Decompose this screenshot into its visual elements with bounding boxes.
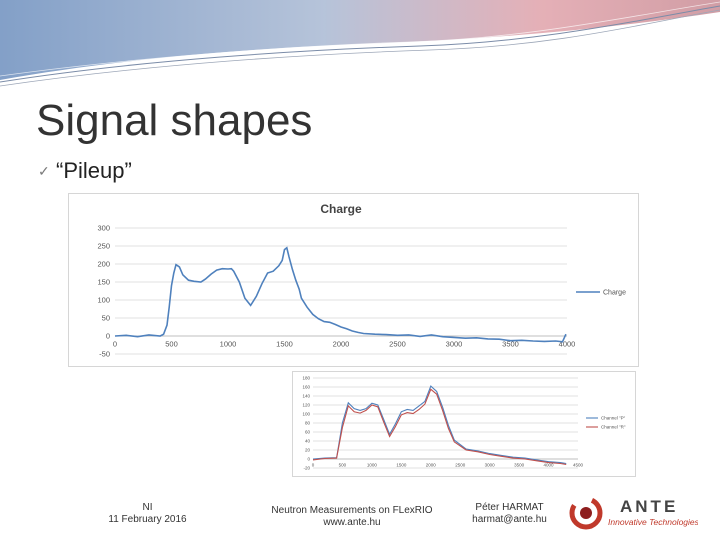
- x-tick-label: 500: [339, 463, 347, 468]
- x-tick-label: 4000: [544, 463, 555, 468]
- footer-website: www.ante.hu: [323, 517, 381, 528]
- x-tick-label: 1500: [276, 340, 293, 349]
- legend-label: Charge: [603, 289, 626, 296]
- channel-comparison-chart: -20 0 20 40 60 80 100 120 140 160 180 0 500 1000 1500 2…: [292, 371, 636, 477]
- legend-label: Channel "P": [601, 416, 626, 421]
- x-tick-label: 3000: [485, 463, 496, 468]
- footer-author: Péter HARMAT: [475, 502, 544, 513]
- series-line: [312, 385, 567, 465]
- series-line: [312, 388, 567, 465]
- x-tick-label: 500: [165, 340, 178, 349]
- x-tick-label: 2500: [455, 463, 466, 468]
- y-tick-label: 40: [305, 439, 311, 444]
- y-tick-label: 50: [102, 314, 110, 323]
- y-tick-label: -20: [303, 466, 310, 471]
- y-tick-label: 120: [302, 403, 310, 408]
- ante-logo: ANTE Innovative Technologies: [569, 496, 698, 530]
- logo-text: ANTE: [620, 497, 678, 516]
- x-tick-label: 0: [312, 463, 315, 468]
- logo-dot-icon: [580, 507, 592, 519]
- y-tick-label: 100: [97, 296, 110, 305]
- y-tick-label: 150: [97, 278, 110, 287]
- y-tick-label: 180: [302, 376, 310, 381]
- footer-date: 11 February 2016: [108, 514, 187, 525]
- y-tick-label: 20: [305, 448, 311, 453]
- bullet-icon: ✓: [38, 163, 50, 179]
- footer-email: harmat@ante.hu: [472, 514, 547, 525]
- x-tick-label: 4000: [559, 340, 576, 349]
- x-tick-label: 3000: [446, 340, 463, 349]
- x-tick-label: 1000: [220, 340, 237, 349]
- y-tick-label: -50: [99, 350, 110, 359]
- x-tick-label: 3500: [514, 463, 525, 468]
- legend-label: Channel "R": [601, 425, 626, 430]
- x-tick-label: 2000: [333, 340, 350, 349]
- x-tick-label: 2500: [389, 340, 406, 349]
- charge-chart: Charge -50 0 50 100 150 200 250 300 0 500 1000 1500 2…: [68, 193, 639, 367]
- x-tick-label: 3500: [502, 340, 519, 349]
- header-banner: [0, 0, 720, 87]
- y-tick-label: 100: [302, 412, 310, 417]
- x-tick-label: 1000: [367, 463, 378, 468]
- x-tick-label: 4500: [573, 463, 584, 468]
- chart-title: Charge: [320, 202, 362, 216]
- y-tick-label: 0: [106, 332, 110, 341]
- footer-right: Péter HARMAT harmat@ante.hu: [462, 502, 557, 526]
- logo-subtext: Innovative Technologies: [608, 517, 698, 527]
- y-tick-label: 200: [97, 260, 110, 269]
- series-line: [114, 246, 567, 343]
- slide-title: Signal shapes: [36, 96, 313, 145]
- y-tick-label: 60: [305, 430, 311, 435]
- x-tick-label: 1500: [396, 463, 407, 468]
- y-tick-label: 250: [97, 242, 110, 251]
- bullet-text: “Pileup”: [56, 158, 132, 183]
- footer-left: NI 11 February 2016: [100, 502, 195, 526]
- x-tick-label: 2000: [426, 463, 437, 468]
- y-tick-label: 140: [302, 394, 310, 399]
- footer-event: NI: [142, 502, 153, 513]
- y-tick-label: 160: [302, 385, 310, 390]
- x-tick-label: 0: [113, 340, 117, 349]
- y-tick-label: 80: [305, 421, 311, 426]
- footer-center: Neutron Measurements on FLexRIO www.ante…: [262, 505, 442, 529]
- y-tick-label: 0: [307, 457, 310, 462]
- footer-presentation-title: Neutron Measurements on FLexRIO: [271, 505, 433, 516]
- logo-ring-icon: [569, 496, 603, 530]
- y-tick-label: 300: [97, 224, 110, 233]
